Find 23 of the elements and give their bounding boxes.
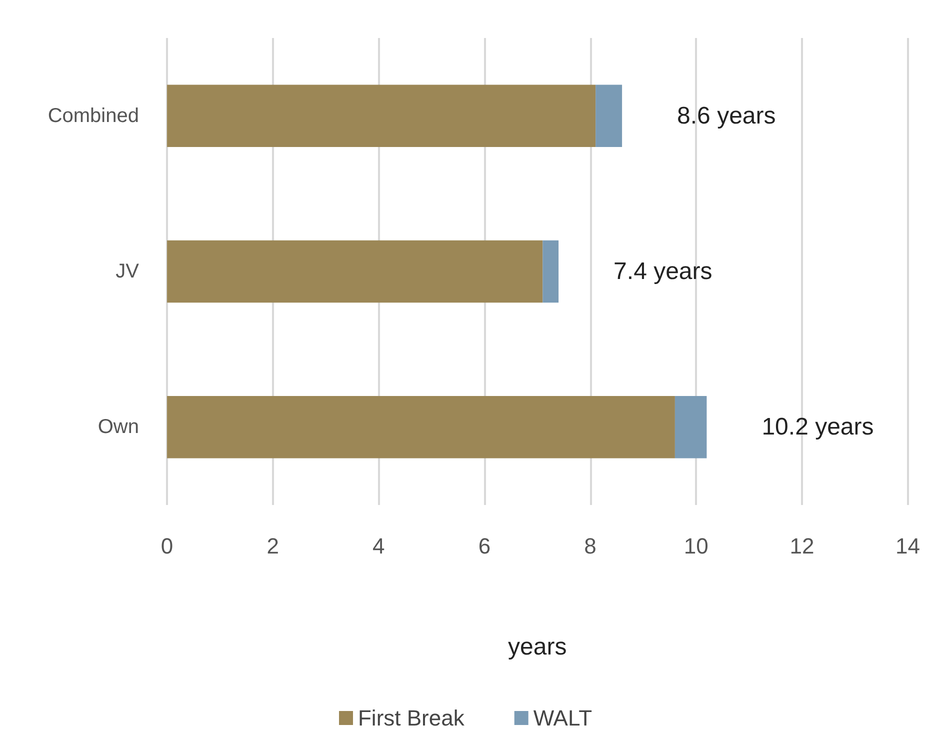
x-tick-label: 8 [584, 534, 596, 558]
legend-label: WALT [533, 706, 592, 730]
x-axis-title: years [508, 634, 567, 660]
bar [167, 396, 675, 458]
total-label: 10.2 years [762, 414, 874, 441]
y-tick-label: Combined [48, 104, 139, 127]
x-tick-label: 0 [160, 534, 174, 558]
bar [674, 396, 707, 458]
total-label: 8.6 years [677, 102, 776, 130]
y-tick-label: Own [98, 416, 139, 438]
x-tick-label: 4 [372, 534, 385, 558]
bar [167, 240, 543, 303]
x-tick-label: 12 [790, 534, 814, 558]
x-tick-label: 6 [478, 534, 491, 558]
bar [167, 84, 596, 147]
bar [542, 240, 559, 303]
x-tick-label: 10 [684, 534, 708, 558]
y-tick-label: JV [116, 260, 140, 282]
x-tick-label: 14 [896, 534, 920, 558]
bar [596, 84, 622, 147]
legend-label: First Break [358, 706, 466, 730]
x-tick-label: 2 [266, 534, 279, 558]
total-label: 7.4 years [614, 258, 712, 285]
